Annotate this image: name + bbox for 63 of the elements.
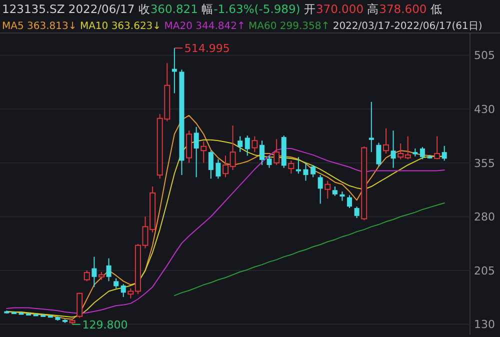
text: 收	[138, 2, 150, 16]
text: 开	[304, 2, 316, 16]
annotation: 514.995	[184, 42, 230, 56]
candlestick	[84, 270, 90, 282]
candlestick	[382, 128, 389, 154]
candlestick	[368, 101, 374, 153]
text: 幅	[202, 2, 214, 16]
candlestick	[324, 180, 331, 200]
text: 360.821	[150, 2, 202, 16]
candlestick	[244, 135, 250, 156]
candlestick	[200, 140, 207, 164]
text: MA60	[248, 21, 280, 32]
candlestick	[288, 160, 294, 174]
y-tick-label: 205	[474, 264, 495, 278]
candlestick	[216, 158, 221, 180]
candlestick	[442, 145, 447, 162]
y-tick-label: 280	[474, 210, 495, 224]
candlestick	[420, 146, 425, 160]
candlestick	[252, 136, 258, 153]
candlestick	[76, 292, 83, 318]
candlestick	[238, 136, 243, 153]
candlestick	[266, 155, 272, 168]
text: 370.000	[316, 2, 368, 16]
candlestick	[390, 130, 396, 168]
text: 344.842↑	[196, 21, 249, 32]
candlestick	[120, 284, 126, 298]
text: 低	[430, 2, 442, 16]
candlestick	[194, 126, 199, 178]
text: MA10	[80, 21, 112, 32]
text: MA20	[164, 21, 196, 32]
chart-title: 123135.SZ	[2, 2, 68, 16]
text: 363.623↓	[111, 21, 164, 32]
candlestick	[310, 164, 316, 178]
text: 378.600	[379, 2, 430, 16]
candlestick	[92, 256, 97, 288]
y-tick-label: 430	[474, 103, 495, 116]
candlestick	[303, 162, 308, 182]
candlestick	[318, 174, 323, 204]
annotation: 129.800	[82, 318, 128, 332]
candlestick	[274, 138, 280, 166]
candlestick	[296, 156, 301, 174]
y-tick-label: 355	[474, 156, 495, 170]
candlestick	[434, 136, 440, 160]
y-tick-label: 130	[474, 318, 495, 332]
text: 363.813↓	[27, 21, 80, 32]
text: MA5	[2, 21, 28, 32]
line-series	[174, 202, 445, 296]
candlestick	[347, 194, 352, 209]
text: 2022/06/17	[68, 2, 138, 16]
candlestick	[354, 206, 360, 219]
candlestick	[340, 191, 345, 202]
candlestick	[208, 150, 214, 180]
candlestick	[259, 140, 264, 166]
y-tick-label: 505	[474, 49, 495, 62]
text: 299.358↑	[280, 21, 333, 32]
candlestick	[376, 142, 382, 167]
text: 高	[367, 2, 380, 16]
text: 2022/03/17-2022/06/17(61日)	[332, 21, 482, 32]
candlestick	[106, 258, 112, 282]
candlestick	[332, 186, 338, 196]
candlestick	[186, 130, 192, 164]
text: -1.63%(-5.989)	[214, 2, 304, 16]
candlestick	[114, 278, 119, 289]
